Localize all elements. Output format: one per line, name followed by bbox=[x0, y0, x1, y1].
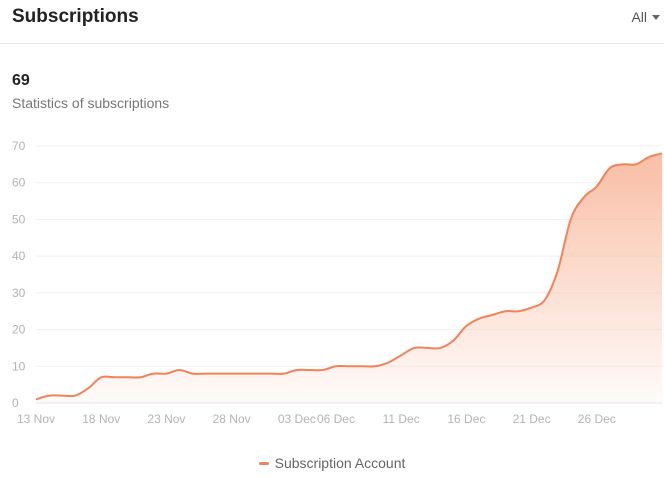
total-subscriptions-label: Statistics of subscriptions bbox=[12, 95, 170, 111]
series-line bbox=[35, 152, 663, 401]
x-tick-label: 03 Dec bbox=[278, 412, 316, 426]
x-tick-label: 26 Dec bbox=[578, 412, 616, 426]
x-tick-label: 21 Dec bbox=[513, 412, 551, 426]
legend-swatch bbox=[258, 461, 269, 465]
x-tick-label: 18 Nov bbox=[82, 412, 120, 426]
y-tick-label: 50 bbox=[12, 212, 26, 226]
x-tick-label: 28 Nov bbox=[213, 412, 251, 426]
y-tick-label: 30 bbox=[12, 286, 26, 300]
y-tick-label: 70 bbox=[12, 139, 26, 153]
page-title: Subscriptions bbox=[12, 6, 139, 27]
y-tick-label: 60 bbox=[12, 176, 26, 190]
chart-legend[interactable]: Subscription Account bbox=[0, 455, 664, 471]
x-tick-label: 13 Nov bbox=[17, 412, 55, 426]
y-tick-label: 0 bbox=[12, 396, 19, 410]
total-subscriptions-value: 69 bbox=[12, 72, 30, 89]
y-tick-label: 20 bbox=[12, 323, 26, 337]
caret-down-icon bbox=[652, 15, 660, 20]
y-tick-label: 10 bbox=[12, 359, 26, 373]
series-area bbox=[36, 153, 662, 403]
y-tick-label: 40 bbox=[12, 249, 26, 263]
legend-label: Subscription Account bbox=[274, 455, 406, 471]
filter-dropdown[interactable]: All bbox=[631, 9, 660, 25]
filter-dropdown-label: All bbox=[631, 9, 647, 25]
x-tick-label: 11 Dec bbox=[383, 412, 420, 426]
x-tick-label: 16 Dec bbox=[447, 412, 485, 426]
subscriptions-chart: 0 10 20 30 40 50 60 70 13 Nov 18 Nov 23 Nov 28 Nov 0… bbox=[12, 139, 663, 426]
x-tick-label: 06 Dec bbox=[317, 412, 355, 426]
header: Subscriptions All bbox=[0, 0, 664, 44]
x-tick-label: 23 Nov bbox=[147, 412, 185, 426]
